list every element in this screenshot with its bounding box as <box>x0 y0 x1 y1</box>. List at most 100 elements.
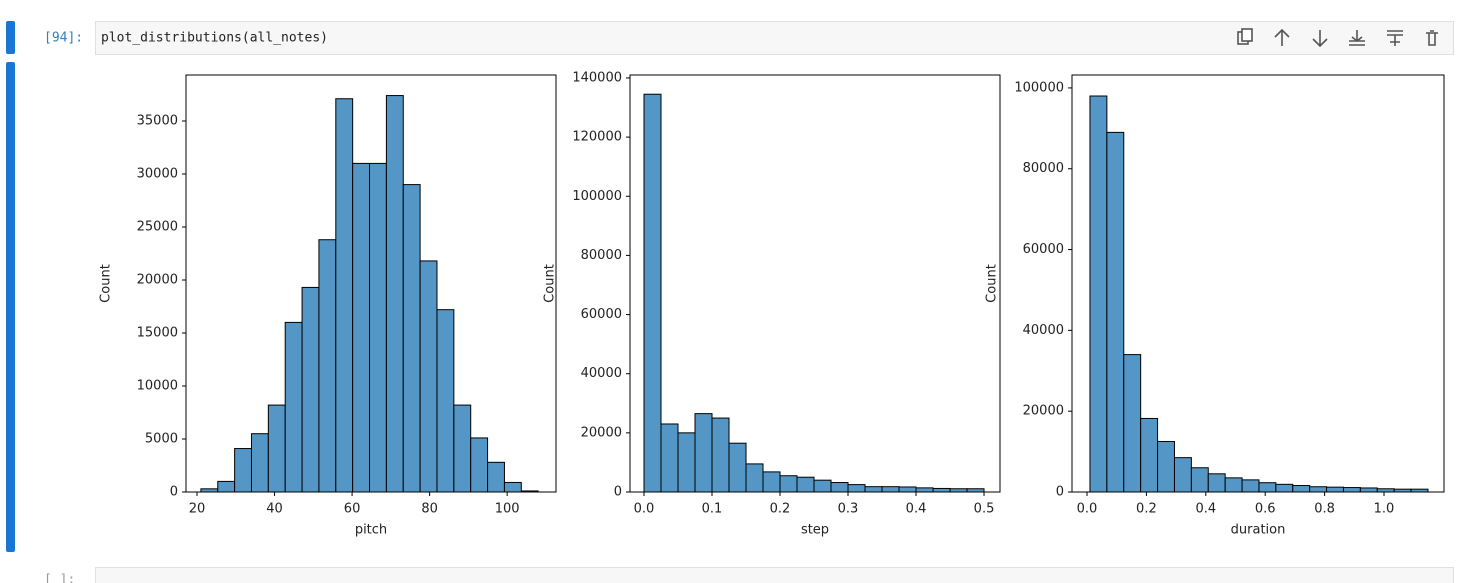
histogram-bar <box>1173 457 1192 493</box>
histogram-bar <box>932 487 951 493</box>
y-tick-label: 35000 <box>137 114 178 129</box>
x-tick-label: 0.2 <box>1136 502 1157 517</box>
histogram-bar <box>217 480 236 493</box>
histogram-bar <box>503 481 522 493</box>
histogram-bar <box>234 448 252 493</box>
histogram-bar <box>762 471 781 493</box>
insert-above-button[interactable] <box>1349 30 1365 46</box>
histogram-bar <box>369 162 387 493</box>
y-tick-label: 80000 <box>1023 161 1064 176</box>
next-cell-prompt: [ ]: <box>44 573 75 583</box>
y-tick-label: 120000 <box>572 130 622 145</box>
x-axis-label: duration <box>1231 523 1286 538</box>
histogram-bar <box>677 432 696 493</box>
histogram-bar <box>1258 482 1277 493</box>
histogram-bar <box>1207 473 1226 493</box>
x-axis-label: step <box>801 523 829 538</box>
y-tick-label: 80000 <box>581 248 622 263</box>
histogram-bar <box>1106 131 1125 493</box>
y-tick-label: 60000 <box>581 307 622 322</box>
histogram-bar <box>1241 479 1260 493</box>
move-down-button[interactable] <box>1312 30 1328 48</box>
histogram-bar <box>284 321 303 493</box>
y-tick-label: 0 <box>1056 485 1064 500</box>
histogram-bar <box>830 482 849 493</box>
histogram-bar <box>813 479 832 493</box>
histogram-bar <box>1123 354 1142 493</box>
histogram-bar <box>335 98 354 493</box>
histogram-bar <box>1140 417 1159 493</box>
y-tick-label: 0 <box>614 485 622 500</box>
histogram-bar <box>385 95 404 493</box>
histogram-bar <box>318 239 337 493</box>
x-tick-label: 80 <box>421 502 438 517</box>
histogram-bar <box>728 442 747 493</box>
histogram-bar <box>864 486 883 493</box>
move-up-button[interactable] <box>1274 28 1290 46</box>
x-tick-label: 20 <box>189 502 206 517</box>
x-tick-label: 40 <box>266 502 283 517</box>
y-tick-label: 5000 <box>145 432 178 447</box>
duplicate-button[interactable] <box>1237 28 1253 45</box>
y-tick-label: 20000 <box>1023 404 1064 419</box>
y-tick-label: 15000 <box>137 326 178 341</box>
x-tick-label: 1.0 <box>1374 502 1395 517</box>
y-axis-label: Count <box>99 264 114 303</box>
output-marker[interactable] <box>6 62 15 552</box>
histogram-bar <box>779 475 798 493</box>
histogram-bar <box>898 486 917 493</box>
histogram-bar <box>419 260 438 493</box>
y-tick-label: 20000 <box>581 425 622 440</box>
x-tick-label: 0.8 <box>1314 502 1335 517</box>
histogram-bar <box>643 93 662 493</box>
histogram-bar <box>1190 467 1209 493</box>
histogram-bar <box>1275 483 1294 493</box>
y-tick-label: 0 <box>170 485 178 500</box>
x-tick-label: 0.0 <box>1077 502 1098 517</box>
histogram-bar <box>660 423 679 493</box>
histogram-bar <box>1089 95 1108 493</box>
delete-button[interactable] <box>1426 30 1438 46</box>
y-tick-label: 25000 <box>137 220 178 235</box>
histogram-bar <box>453 404 472 493</box>
y-tick-label: 20000 <box>137 273 178 288</box>
x-tick-label: 0.6 <box>1255 502 1276 517</box>
y-tick-label: 10000 <box>137 379 178 394</box>
histogram-bar <box>487 461 505 493</box>
histogram-bar <box>711 417 730 493</box>
y-tick-label: 40000 <box>581 366 622 381</box>
axes-frame <box>629 74 1001 493</box>
histogram-bar <box>1224 477 1243 493</box>
cell-toolbar <box>1237 28 1438 48</box>
y-tick-label: 140000 <box>572 70 622 85</box>
next-code-input[interactable] <box>95 567 1454 583</box>
axes-frame <box>1071 74 1445 493</box>
histogram-bar <box>1359 487 1378 493</box>
y-tick-label: 30000 <box>137 167 178 182</box>
histogram-bar <box>1326 486 1344 493</box>
histogram-bar <box>250 433 269 493</box>
x-tick-label: 0.0 <box>634 502 655 517</box>
histogram-bar <box>694 413 713 493</box>
x-tick-label: 0.1 <box>702 502 723 517</box>
y-tick-label: 100000 <box>572 189 622 204</box>
histogram-bar <box>301 286 320 493</box>
insert-below-button[interactable] <box>1387 30 1403 46</box>
x-tick-label: 60 <box>344 502 361 517</box>
y-tick-label: 40000 <box>1023 323 1064 338</box>
x-tick-label: 0.4 <box>906 502 927 517</box>
active-cell-marker <box>6 21 15 54</box>
code-input[interactable] <box>95 21 1454 55</box>
x-tick-label: 0.5 <box>974 502 995 517</box>
histogram-bar <box>1292 485 1311 493</box>
x-tick-label: 0.4 <box>1195 502 1216 517</box>
histogram-bar <box>1309 486 1328 493</box>
y-axis-label: Count <box>985 264 1000 303</box>
x-tick-label: 100 <box>495 502 520 517</box>
y-axis-label: Count <box>543 264 558 303</box>
histogram-bar <box>352 162 371 493</box>
x-tick-label: 0.3 <box>838 502 859 517</box>
histogram-bar <box>267 404 286 493</box>
cell-prompt: [94]: <box>44 31 83 46</box>
